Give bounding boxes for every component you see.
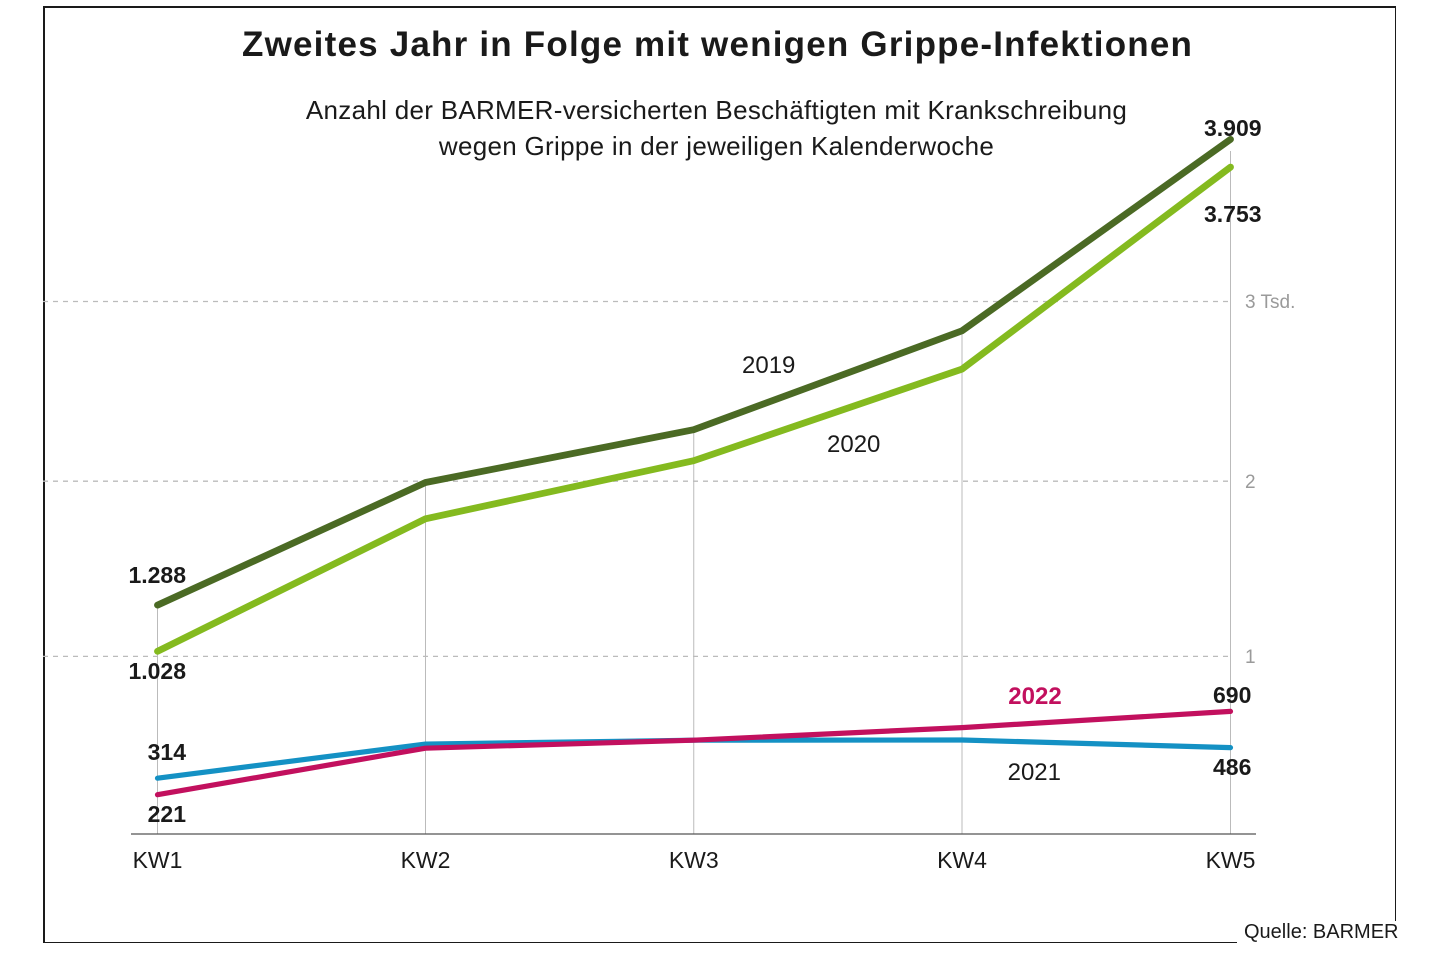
svg-text:3 Tsd.: 3 Tsd. — [1245, 292, 1295, 313]
svg-text:221: 221 — [148, 801, 187, 827]
svg-text:3.909: 3.909 — [1204, 115, 1262, 141]
svg-text:2020: 2020 — [827, 431, 880, 458]
svg-text:1.028: 1.028 — [128, 658, 186, 684]
svg-text:2021: 2021 — [1008, 759, 1061, 786]
svg-text:486: 486 — [1213, 754, 1251, 780]
svg-text:1: 1 — [1245, 647, 1256, 668]
svg-text:1.288: 1.288 — [128, 562, 186, 588]
svg-text:314: 314 — [148, 739, 187, 765]
svg-text:690: 690 — [1213, 682, 1251, 708]
svg-text:2022: 2022 — [1008, 683, 1061, 710]
svg-text:KW1: KW1 — [133, 847, 183, 873]
svg-text:KW2: KW2 — [401, 847, 451, 873]
svg-text:KW3: KW3 — [669, 847, 719, 873]
svg-text:2: 2 — [1245, 472, 1256, 493]
svg-text:3.753: 3.753 — [1204, 201, 1262, 227]
svg-text:KW4: KW4 — [937, 847, 987, 873]
svg-text:KW5: KW5 — [1206, 847, 1256, 873]
svg-text:2019: 2019 — [742, 352, 795, 379]
